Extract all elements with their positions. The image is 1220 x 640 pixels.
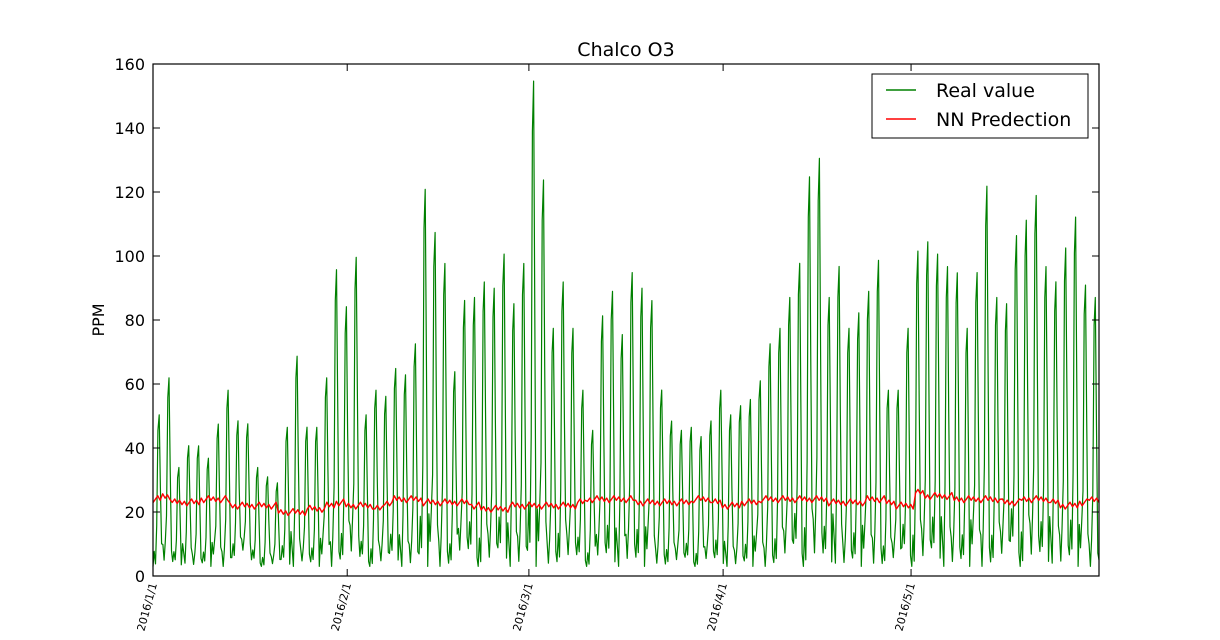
y-tick-label: 160 [114,55,145,74]
legend-label-nn-predection: NN Predection [936,109,1071,131]
plot-area [153,64,1099,576]
y-tick-label: 80 [125,311,145,330]
y-tick-label: 60 [125,375,145,394]
legend-box [871,73,1089,139]
series-line-real-value [152,80,1100,568]
series-layer [152,80,1100,568]
chart-title: Chalco O3 [577,39,674,61]
y-axis: 0 20 40 60 80 100 120 140 160 [114,55,1099,586]
y-tick-label: 140 [114,119,145,138]
y-tick-label: 40 [125,439,145,458]
y-tick-label: 0 [135,567,145,586]
y-tick-label: 100 [114,247,145,266]
series-line-nn-predection [152,488,1100,517]
legend: Real value NN Predection [871,73,1089,139]
y-axis-label: PPM [89,303,108,336]
y-tick-label: 20 [125,503,145,522]
y-tick-label: 120 [114,183,145,202]
legend-label-real-value: Real value [936,80,1035,102]
